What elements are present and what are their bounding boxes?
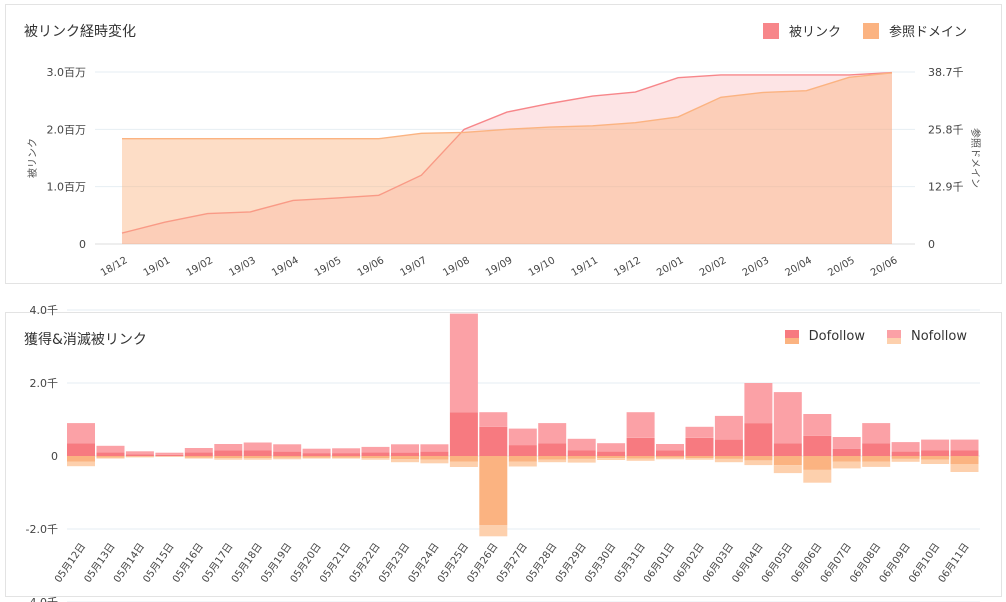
legend-swatch	[886, 329, 901, 344]
backlink-trend-panel: 被リンク経時変化 被リンク 参照ドメイン	[5, 4, 1002, 284]
legend-swatch	[762, 22, 779, 39]
legend-label: 被リンク	[788, 25, 841, 40]
legend-item-nofollow[interactable]: Nofollow	[886, 329, 967, 344]
panel-title: 被リンク経時変化	[24, 24, 136, 40]
legend-item-ref-domains[interactable]: 参照ドメイン	[862, 21, 967, 40]
chart-legend: 被リンク 参照ドメイン	[741, 21, 967, 40]
panel-title: 獲得&消滅被リンク	[24, 332, 147, 348]
chart-legend: Dofollow Nofollow	[763, 329, 967, 344]
legend-label: Nofollow	[910, 329, 967, 344]
legend-label: Dofollow	[808, 329, 865, 344]
legend-label: 参照ドメイン	[888, 25, 967, 40]
new-lost-backlinks-panel: 獲得&消滅被リンク Dofollow Nofollow	[5, 312, 1002, 597]
legend-swatch	[862, 22, 879, 39]
legend-item-dofollow[interactable]: Dofollow	[784, 329, 865, 344]
legend-item-backlinks[interactable]: 被リンク	[762, 21, 841, 40]
legend-swatch	[784, 329, 799, 344]
